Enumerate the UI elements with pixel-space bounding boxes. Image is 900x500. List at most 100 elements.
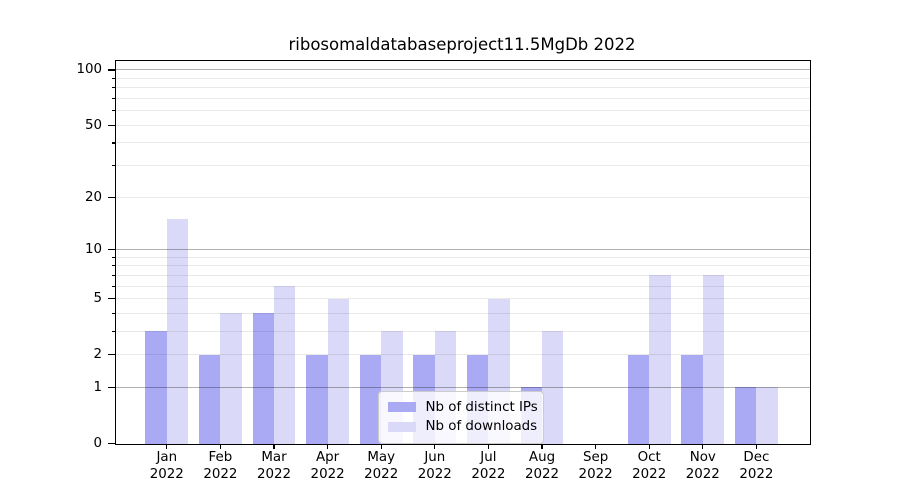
y-tick-label: 2 [93, 347, 102, 363]
x-tick-label: May 2022 [349, 450, 413, 483]
bar-distinct-ips [627, 354, 650, 444]
y-axis-minor-tick [111, 256, 115, 258]
y-axis-minor-tick [111, 165, 115, 167]
gridline-major [115, 69, 810, 71]
plot-area: Nb of distinct IPs Nb of downloads [114, 59, 811, 445]
bar-downloads [274, 286, 296, 444]
x-tick-label: Jul 2022 [456, 450, 520, 483]
x-axis-tick [166, 444, 168, 449]
gridline-minor [115, 196, 810, 198]
legend: Nb of distinct IPs Nb of downloads [377, 390, 544, 444]
x-tick-month: Sep [582, 450, 609, 465]
gridline-minor [115, 110, 810, 112]
bar-distinct-ips [199, 354, 221, 444]
x-tick-label: Dec 2022 [724, 450, 788, 483]
y-axis-minor-tick [111, 142, 115, 144]
x-axis-tick [541, 444, 543, 449]
bar-distinct-ips [306, 354, 328, 444]
x-axis-tick [702, 444, 704, 449]
bar-distinct-ips [735, 387, 757, 444]
y-axis-minor-tick [111, 265, 115, 267]
gridline-minor [115, 77, 810, 79]
gridline-minor [115, 274, 810, 276]
legend-entry-downloads: Nb of downloads [387, 417, 537, 437]
gridline-minor [115, 354, 810, 356]
x-tick-label: Jun 2022 [403, 450, 467, 483]
x-tick-year: 2022 [310, 466, 345, 482]
x-tick-month: Apr [316, 450, 340, 465]
x-tick-year: 2022 [417, 466, 452, 482]
x-axis-tick [755, 444, 757, 449]
bar-downloads [649, 275, 671, 444]
bar-distinct-ips [359, 354, 382, 444]
y-axis-minor-tick [111, 110, 115, 112]
x-tick-year: 2022 [149, 466, 184, 482]
bar-downloads [542, 331, 564, 444]
x-tick-label: Feb 2022 [188, 450, 252, 483]
chart-title: ribosomaldatabaseproject11.5MgDb 2022 [288, 35, 636, 54]
y-axis-minor-tick [111, 77, 115, 80]
gridline-major [115, 248, 810, 250]
bar-downloads [702, 275, 725, 444]
y-axis-tick [108, 69, 115, 71]
x-tick-label: Apr 2022 [296, 450, 360, 483]
x-axis-tick [273, 444, 275, 449]
y-axis-tick [108, 196, 115, 198]
x-tick-label: Aug 2022 [510, 450, 574, 483]
y-axis-tick [108, 354, 115, 356]
x-axis-tick [648, 444, 650, 449]
x-tick-month: May [367, 450, 396, 465]
y-axis-tick [108, 297, 115, 300]
y-tick-label: 0 [93, 436, 102, 451]
gridline-minor [115, 312, 810, 314]
x-tick-year: 2022 [524, 466, 560, 482]
gridline-minor [115, 256, 810, 258]
bar-distinct-ips [681, 354, 703, 444]
y-axis-minor-tick [111, 274, 115, 276]
x-tick-month: Oct [637, 450, 661, 465]
bar-downloads [756, 387, 778, 444]
gridline-minor [115, 330, 810, 332]
y-axis-tick [108, 248, 115, 251]
bar-downloads [220, 313, 242, 444]
x-axis-tick [219, 444, 221, 449]
legend-swatch-distinct-ips-icon [387, 402, 416, 413]
gridline-minor [115, 87, 810, 89]
gridline-minor [115, 297, 810, 299]
gridline-minor [115, 165, 810, 167]
x-axis-tick [327, 444, 329, 449]
x-tick-year: 2022 [578, 466, 613, 482]
gridline-minor [115, 124, 810, 126]
x-tick-month: Feb [208, 450, 233, 465]
x-tick-year: 2022 [256, 466, 292, 482]
x-tick-month: Jan [156, 450, 178, 465]
y-axis-minor-tick [111, 285, 115, 287]
x-tick-year: 2022 [685, 466, 720, 482]
x-tick-label: Sep 2022 [564, 450, 628, 483]
y-axis-tick [108, 443, 115, 445]
x-tick-month: Jun [424, 450, 446, 465]
y-axis-minor-tick [111, 87, 115, 89]
x-tick-month: Mar [261, 450, 287, 465]
x-tick-month: Nov [689, 450, 716, 465]
x-tick-year: 2022 [739, 466, 774, 482]
y-axis-minor-tick [111, 98, 115, 100]
x-tick-month: Aug [528, 450, 556, 465]
x-tick-year: 2022 [632, 466, 667, 482]
y-axis-tick [108, 386, 115, 388]
legend-label: Nb of distinct IPs [425, 399, 538, 415]
gridline-major [115, 386, 810, 388]
y-axis-minor-tick [111, 312, 115, 314]
y-tick-label: 20 [84, 189, 102, 205]
bar-distinct-ips [252, 313, 274, 444]
gridline-minor [115, 265, 810, 267]
x-tick-month: Dec [743, 450, 770, 465]
legend-label: Nb of downloads [425, 419, 538, 435]
y-tick-label: 1 [93, 379, 102, 395]
gridline-minor [115, 142, 810, 144]
gridline-minor [115, 98, 810, 100]
x-tick-month: Jul [480, 450, 497, 465]
x-axis-tick [380, 444, 382, 449]
x-axis-tick [487, 444, 489, 449]
